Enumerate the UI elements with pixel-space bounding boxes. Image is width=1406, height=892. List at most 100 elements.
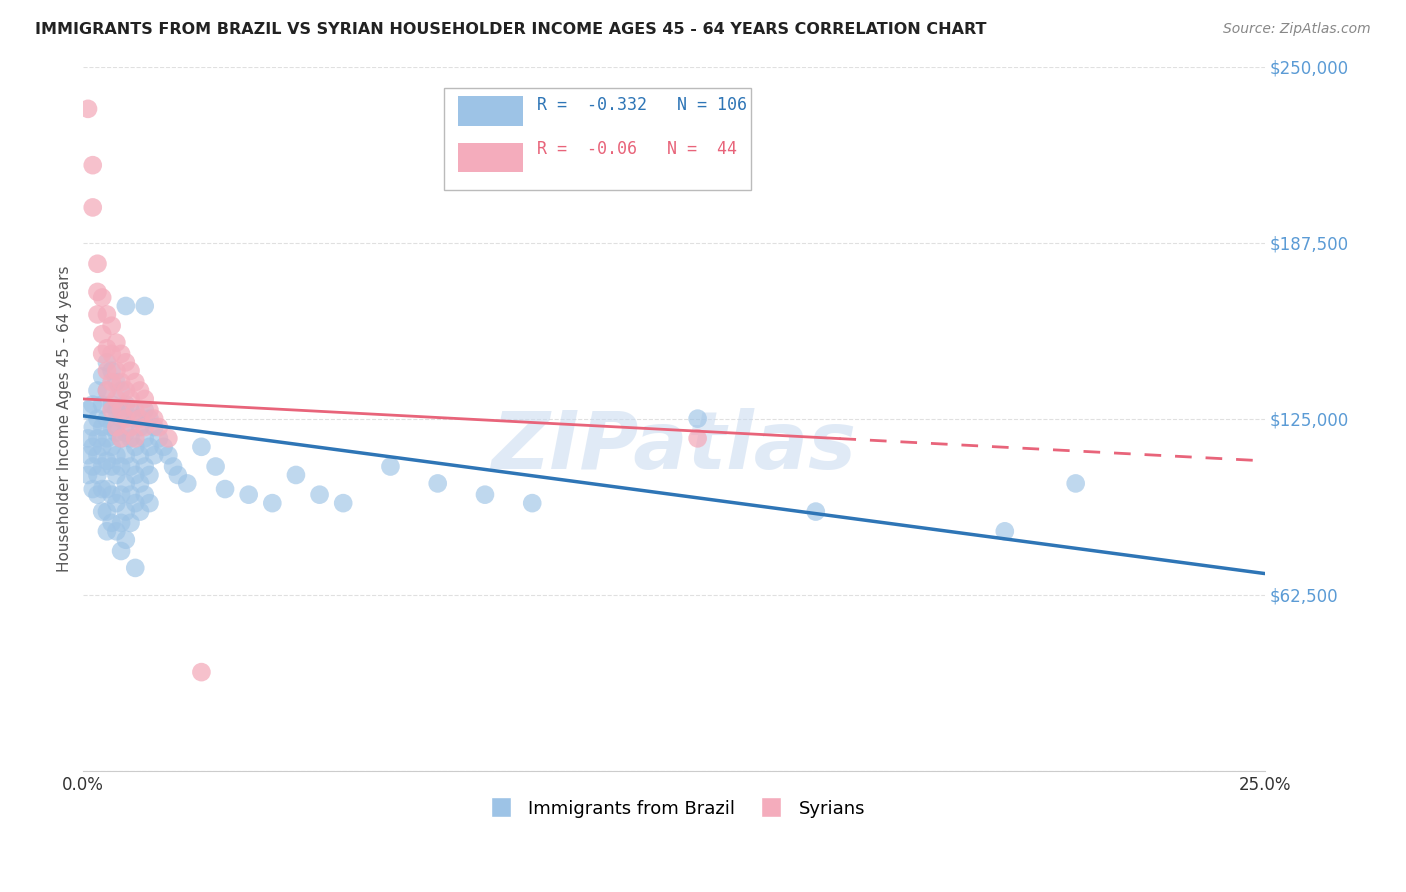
Point [110,403,132,417]
Point [134,488,156,502]
Point [686,431,709,445]
Point [100,403,122,417]
Point [110,516,132,530]
Point [105,448,128,462]
Point [120,392,142,406]
Point [138,403,160,417]
Point [138,496,160,510]
Text: R =  -0.332   N = 106: R = -0.332 N = 106 [537,96,747,114]
Point [129,384,152,398]
Point [105,335,128,350]
Point [96,505,118,519]
Point [114,533,136,547]
Point [204,459,226,474]
Point [105,425,128,440]
Point [77,431,100,445]
Point [100,364,122,378]
Point [96,355,118,369]
Point [143,448,166,462]
Point [86,467,108,482]
Point [96,308,118,322]
Point [129,505,152,519]
Point [86,285,108,299]
Point [380,459,402,474]
Point [152,440,174,454]
Point [120,364,142,378]
Point [91,440,114,454]
Point [143,411,166,425]
Point [124,561,146,575]
Point [134,299,156,313]
Point [332,496,354,510]
Point [166,467,188,482]
Point [96,431,118,445]
Point [110,375,132,389]
Point [100,398,122,412]
Point [114,476,136,491]
Point [77,467,100,482]
Point [120,459,142,474]
Point [105,420,128,434]
Point [86,448,108,462]
Point [105,364,128,378]
Point [91,505,114,519]
Point [110,347,132,361]
Point [86,308,108,322]
Point [124,375,146,389]
Point [77,403,100,417]
Point [522,496,544,510]
Point [124,403,146,417]
Point [96,384,118,398]
Point [110,544,132,558]
Point [110,411,132,425]
Point [426,476,449,491]
Point [110,431,132,445]
Bar [458,143,523,172]
Point [86,257,108,271]
Point [114,398,136,412]
Text: R =  -0.06   N =  44: R = -0.06 N = 44 [537,140,737,158]
Point [105,496,128,510]
Point [474,488,496,502]
Point [100,516,122,530]
Point [91,327,114,342]
Text: Source: ZipAtlas.com: Source: ZipAtlas.com [1223,22,1371,37]
Point [138,467,160,482]
Point [110,459,132,474]
Point [114,505,136,519]
Point [96,482,118,496]
Point [114,425,136,440]
Point [148,420,170,434]
Point [82,440,104,454]
Point [686,411,709,425]
Point [91,482,114,496]
Point [143,420,166,434]
Point [162,459,184,474]
Point [91,459,114,474]
Point [129,411,152,425]
Point [190,440,212,454]
Point [120,420,142,434]
Point [105,524,128,539]
Point [91,369,114,384]
Point [110,488,132,502]
Point [82,459,104,474]
Point [86,488,108,502]
Point [238,488,260,502]
Point [124,440,146,454]
Point [134,392,156,406]
Point [134,420,156,434]
Point [105,467,128,482]
Point [129,476,152,491]
Point [100,420,122,434]
Point [120,488,142,502]
Point [77,448,100,462]
Point [96,524,118,539]
Point [124,467,146,482]
Point [105,403,128,417]
Point [86,411,108,425]
Point [100,375,122,389]
Point [96,341,118,355]
Legend: Immigrants from Brazil, Syrians: Immigrants from Brazil, Syrians [475,793,872,825]
Point [100,440,122,454]
